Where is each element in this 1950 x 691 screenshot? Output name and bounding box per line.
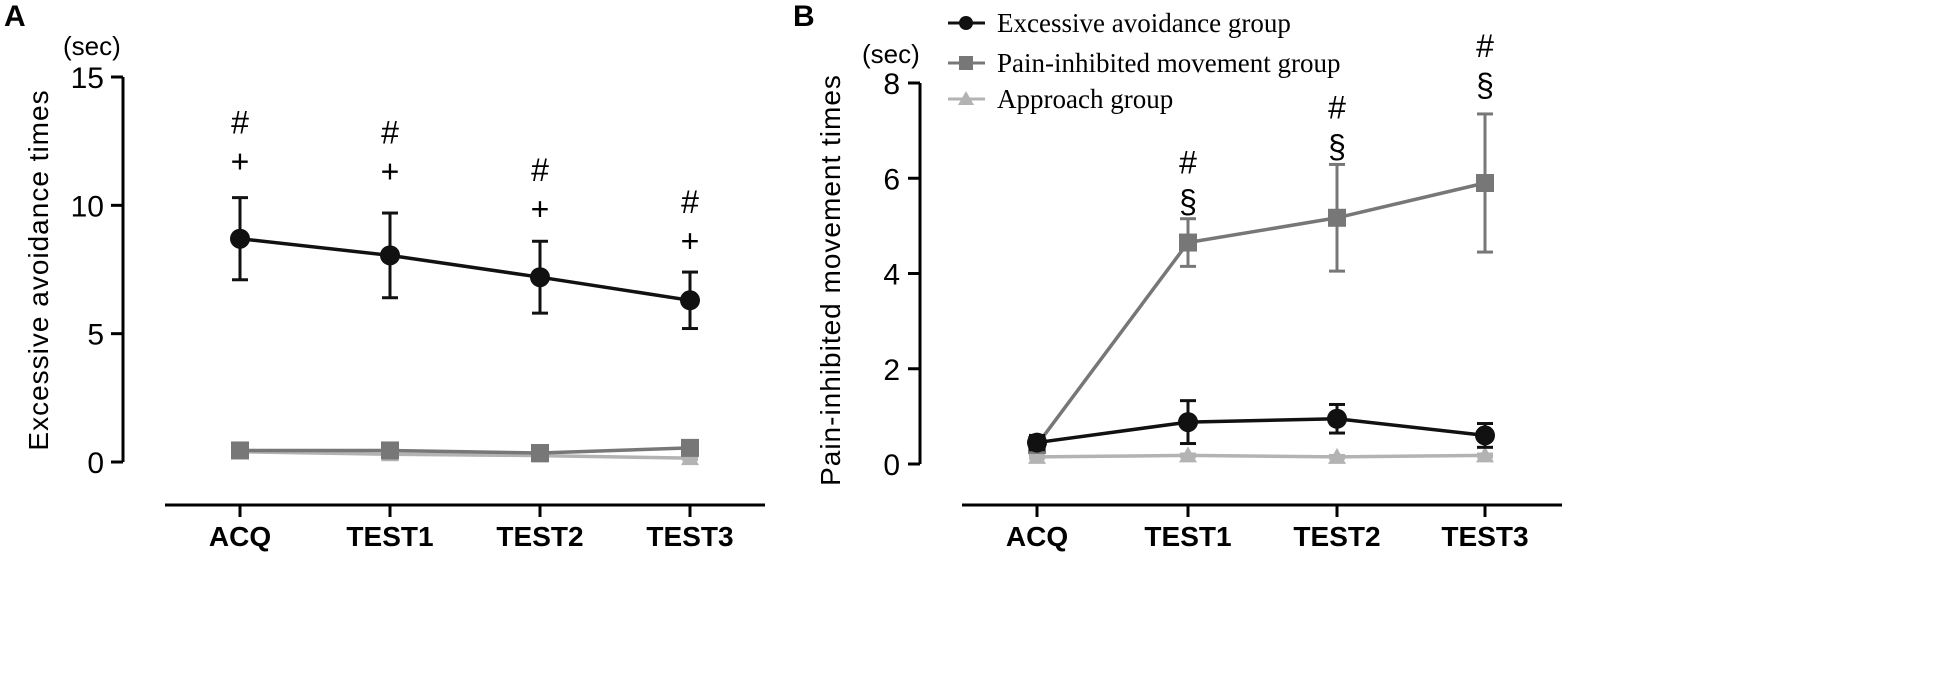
panel-a-y-tick-label: 0 <box>87 447 104 480</box>
panel-b-excessive-point <box>1475 425 1495 446</box>
legend-approach-label: Approach group <box>997 84 1173 114</box>
panel-b-approach-point <box>1328 447 1346 464</box>
panel-a-x-tick-label: TEST1 <box>346 521 433 552</box>
legend-item-pain: Pain-inhibited movement group <box>948 48 1340 78</box>
panel-a-series-pain <box>231 438 699 463</box>
panel-a-x-tick-label: TEST2 <box>496 521 583 552</box>
panel-a-y-tick-label: 15 <box>71 62 104 95</box>
panel-b-x-tick-label: TEST2 <box>1293 521 1380 552</box>
panel-b-y-ticks: 0 2 4 6 8 <box>883 68 920 482</box>
panel-b-x-tick-label: TEST3 <box>1441 521 1528 552</box>
panel-b-x-ticks: ACQ TEST1 TEST2 TEST3 <box>1006 505 1529 552</box>
panel-a-x-ticks: ACQ TEST1 TEST2 TEST3 <box>209 505 734 552</box>
panel-b-approach-point <box>1028 447 1046 464</box>
legend-approach-marker <box>958 91 974 105</box>
panel-a-significance-marker: + <box>531 191 550 227</box>
panel-a-y-tick-label: 10 <box>71 190 104 223</box>
panel-a-significance-marker: # <box>531 152 549 188</box>
panel-a-approach-point <box>681 449 699 466</box>
panel-a-significance-marker: # <box>681 184 699 220</box>
panel-b-excessive-point <box>1327 408 1347 429</box>
panel-a-excessive-point <box>680 290 700 311</box>
legend-item-excessive: Excessive avoidance group <box>948 8 1291 38</box>
panel-a-approach-line <box>239 449 691 460</box>
panel-a-y-axis-label: Excessive avoidance times <box>23 89 54 450</box>
panel-a-excessive-point <box>530 267 550 288</box>
panel-b-series-excessive <box>1027 399 1495 453</box>
panel-a-excessive-point <box>230 228 250 249</box>
panel-a-label: A <box>4 0 26 33</box>
panel-b-significance-marker: # <box>1476 28 1494 64</box>
panel-a-y-ticks: 0 5 10 15 <box>71 62 123 480</box>
panel-a-significance-marker: + <box>381 154 400 190</box>
panel-b-y-tick-label: 4 <box>883 259 900 292</box>
legend-item-approach: Approach group <box>948 84 1173 114</box>
panel-b-unit-label: (sec) <box>862 39 920 69</box>
panel-b-approach-line <box>1036 453 1486 459</box>
panel-a-pain-point <box>381 441 399 460</box>
panel-a-series-approach <box>231 442 699 466</box>
panel-b-label: B <box>793 0 815 33</box>
panel-b-significance-marker: # <box>1328 90 1346 126</box>
panel-a-x-tick-label: ACQ <box>209 521 271 552</box>
panel-b-approach-point <box>1179 446 1197 463</box>
panel-b-series-pain <box>1028 112 1494 454</box>
panel-a-significance-marker: + <box>681 223 700 259</box>
panel-b-excessive-line <box>1036 417 1486 445</box>
panel-a-significance-marker: # <box>381 115 399 151</box>
panel-b-pain-point <box>1179 233 1197 252</box>
legend-pain-marker <box>959 56 973 70</box>
panel-a-y-tick-label: 5 <box>87 319 104 352</box>
panel-b-significance-marker: § <box>1328 129 1346 165</box>
panel-b-excessive-point <box>1178 412 1198 433</box>
panel-a-annotations: #+#+ #+ #+ <box>231 104 700 259</box>
panel-b-x-tick-label: TEST1 <box>1144 521 1231 552</box>
panel-b-excessive-point <box>1027 432 1047 453</box>
legend-excessive-label: Excessive avoidance group <box>997 8 1291 38</box>
panel-b-pain-line <box>1035 181 1486 446</box>
panel-b-series-approach <box>1028 446 1494 464</box>
panel-b-y-tick-label: 6 <box>883 163 900 196</box>
panel-a-excessive-line <box>239 236 691 303</box>
panel-b-series <box>1027 112 1495 464</box>
panel-b-pain-point <box>1328 208 1346 227</box>
panel-a: A (sec) Excessive avoidance times 0 5 10 15… <box>4 0 765 552</box>
panel-a-significance-marker: # <box>231 104 249 140</box>
panel-a-pain-point <box>681 438 699 457</box>
panel-b-significance-marker: § <box>1179 183 1197 219</box>
panel-b-pain-point <box>1476 174 1494 193</box>
panel-b-approach-point <box>1476 446 1494 463</box>
panel-a-pain-point <box>531 444 549 463</box>
panel-a-pain-line <box>240 446 691 455</box>
panel-b-significance-marker: # <box>1179 144 1197 180</box>
panel-b-y-tick-label: 0 <box>883 449 900 482</box>
legend: Excessive avoidance group Pain-inhibited… <box>948 8 1340 114</box>
panel-a-x-tick-label: TEST3 <box>646 521 733 552</box>
panel-b-annotations: #§#§#§ <box>1179 28 1494 220</box>
panel-b: B (sec) Pain-inhibited movement times 0 2… <box>793 0 1562 552</box>
panel-b-y-tick-label: 8 <box>883 68 900 101</box>
legend-excessive-marker <box>959 16 973 30</box>
panel-b-significance-marker: § <box>1476 67 1494 103</box>
legend-pain-label: Pain-inhibited movement group <box>997 48 1340 78</box>
panel-a-unit-label: (sec) <box>63 31 121 61</box>
panel-b-x-tick-label: ACQ <box>1006 521 1068 552</box>
panel-a-series <box>230 196 700 466</box>
panel-a-series-excessive <box>230 196 700 331</box>
panel-b-y-tick-label: 2 <box>883 354 900 387</box>
panel-a-significance-marker: + <box>231 143 250 179</box>
panel-a-pain-point <box>231 441 249 460</box>
panel-a-excessive-point <box>380 245 400 266</box>
panel-b-y-axis-label: Pain-inhibited movement times <box>815 74 846 486</box>
